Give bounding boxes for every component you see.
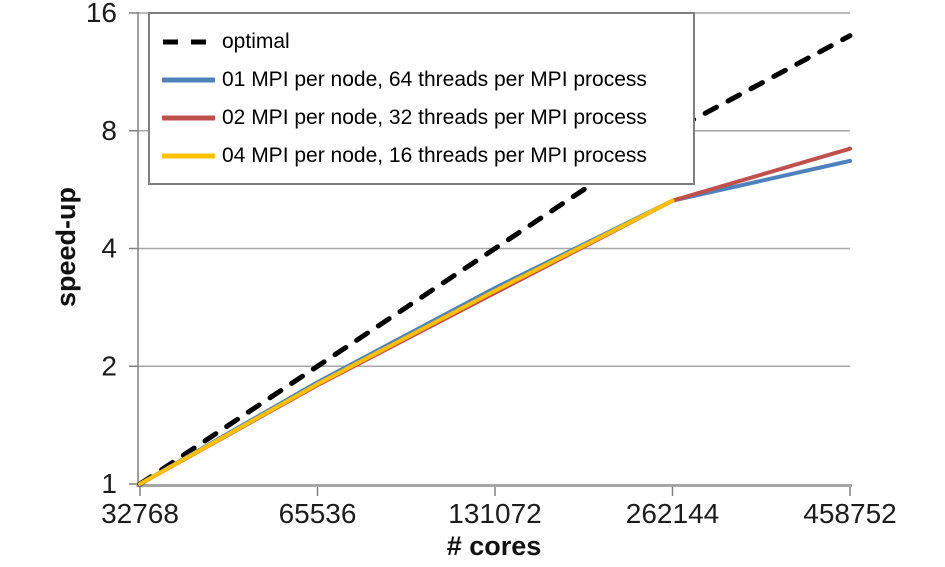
legend-label: 01 MPI per node, 64 threads per MPI proc… bbox=[222, 68, 647, 91]
y-tick-label: 4 bbox=[101, 233, 117, 264]
series-line-02-mpi-per-node-32-threads-per-mpi-process bbox=[138, 146, 852, 486]
legend-label: 02 MPI per node, 32 threads per MPI proc… bbox=[222, 106, 647, 129]
x-tick-label: 32768 bbox=[101, 498, 179, 529]
legend-label: optimal bbox=[222, 30, 290, 53]
series-line-04-mpi-per-node-16-threads-per-mpi-process bbox=[138, 198, 675, 486]
x-tick-label: 65536 bbox=[279, 498, 357, 529]
series-line-optimal bbox=[137, 33, 853, 487]
legend-item: 01 MPI per node, 64 threads per MPI proc… bbox=[162, 69, 693, 90]
legend-swatch-line bbox=[162, 115, 215, 120]
legend-item: 04 MPI per node, 16 threads per MPI proc… bbox=[162, 145, 693, 166]
x-axis-title: # cores bbox=[446, 531, 542, 561]
legend-swatch-line bbox=[162, 153, 215, 158]
y-tick-label: 8 bbox=[101, 115, 117, 146]
legend-swatch-line bbox=[162, 77, 215, 82]
x-tick-label: 262144 bbox=[626, 498, 719, 529]
legend-item: 02 MPI per node, 32 threads per MPI proc… bbox=[162, 107, 693, 128]
series-line-01-mpi-per-node-64-threads-per-mpi-process bbox=[138, 158, 852, 486]
x-tick-label: 458752 bbox=[803, 498, 896, 529]
y-axis-title: speed-up bbox=[51, 187, 81, 308]
legend-item: optimal bbox=[162, 31, 693, 52]
y-tick-label: 1 bbox=[101, 468, 117, 499]
x-tick-label: 131072 bbox=[448, 498, 541, 529]
y-tick-label: 16 bbox=[86, 0, 117, 28]
legend: optimal 01 MPI per node, 64 threads per M… bbox=[148, 12, 695, 185]
legend-swatch-dashed bbox=[163, 39, 214, 44]
legend-label: 04 MPI per node, 16 threads per MPI proc… bbox=[222, 144, 647, 167]
y-tick-label: 2 bbox=[101, 350, 117, 381]
